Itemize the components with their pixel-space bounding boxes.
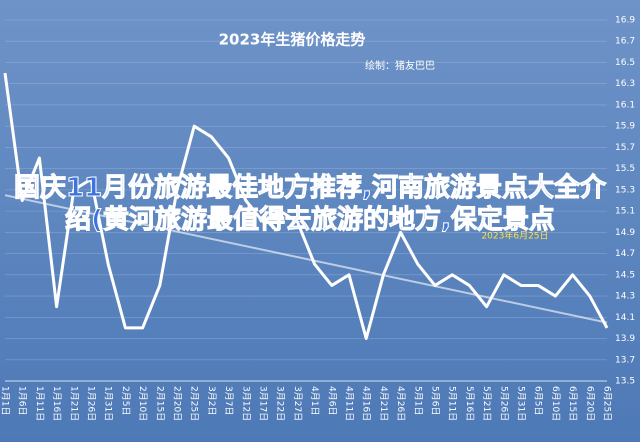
y-tick-label: 15.9 <box>615 122 635 132</box>
x-tick-label: 3月2日 <box>206 386 217 415</box>
x-tick-label: 6月5日 <box>533 386 544 415</box>
y-tick-label: 14.7 <box>615 249 635 259</box>
y-tick-label: 15.7 <box>615 143 635 153</box>
y-tick-label: 13.9 <box>615 334 635 344</box>
y-tick-label: 13.5 <box>615 377 635 387</box>
trend-line <box>4 194 608 324</box>
x-tick-label: 3月22日 <box>275 386 286 421</box>
x-tick-label: 3月27日 <box>292 386 303 421</box>
x-tick-label: 1月31日 <box>103 386 114 421</box>
y-tick-label: 14.9 <box>615 228 635 238</box>
x-tick-label: 5月31日 <box>516 386 527 421</box>
x-tick-label: 1月21日 <box>68 386 79 421</box>
x-tick-label: 6月10日 <box>550 386 561 421</box>
x-tick-label: 6月20日 <box>584 386 595 421</box>
overlay-text: 国庆11月份旅游最佳地方推荐,河南旅游景点大全介绍(黄河旅游最值得去旅游的地方,… <box>13 173 607 236</box>
x-tick-label: 1月6日 <box>17 386 28 415</box>
x-tick-label: 2月10日 <box>137 386 148 421</box>
y-tick-label: 16.3 <box>615 79 635 89</box>
x-tick-label: 1月11日 <box>34 386 45 421</box>
y-tick-label: 16.7 <box>615 37 635 47</box>
y-tick-label: 16.9 <box>615 16 635 26</box>
y-tick-label: 16.1 <box>615 100 635 110</box>
y-tick-label: 14.1 <box>615 313 635 323</box>
x-tick-label: 3月17日 <box>258 386 269 421</box>
price-line <box>3 72 609 341</box>
y-tick-label: 16.5 <box>615 58 635 68</box>
chart-subtitle: 绘制：猪友巴巴 <box>365 59 435 72</box>
x-tick-label: 5月16日 <box>464 386 475 421</box>
y-tick-label: 15.5 <box>615 164 635 174</box>
x-tick-label: 2月5日 <box>120 386 131 415</box>
x-tick-label: 4月21日 <box>378 386 389 421</box>
chart-title: 2023年生猪价格走势 <box>219 31 366 49</box>
x-tick-label: 5月26日 <box>498 386 509 421</box>
y-tick-label: 13.7 <box>615 355 635 365</box>
y-tick-label: 14.5 <box>615 270 635 280</box>
x-tick-label: 2月25日 <box>189 386 200 421</box>
x-tick-label: 4月6日 <box>326 386 337 415</box>
x-tick-label: 6月25日 <box>602 386 613 421</box>
x-tick-label: 4月11日 <box>344 386 355 421</box>
x-tick-label: 5月1日 <box>412 386 423 415</box>
x-tick-label: 1月26日 <box>86 386 97 421</box>
x-tick-label: 4月16日 <box>361 386 372 421</box>
x-tick-label: 4月1日 <box>309 386 320 415</box>
y-tick-label: 15.1 <box>615 207 635 217</box>
y-tick-label: 14.3 <box>615 292 635 302</box>
x-tick-label: 5月11日 <box>447 386 458 421</box>
x-tick-label: 2月20日 <box>172 386 183 421</box>
x-tick-label: 5月6日 <box>430 386 441 415</box>
x-tick-label: 3月7日 <box>223 386 234 415</box>
y-tick-label: 15.3 <box>615 185 635 195</box>
x-tick-label: 4月26日 <box>395 386 406 421</box>
annotation: 2023年6月25日 <box>481 230 548 242</box>
x-tick-label: 1月16日 <box>51 386 62 421</box>
x-tick-label: 2月15日 <box>154 386 165 421</box>
x-tick-label: 6月15日 <box>567 386 578 421</box>
x-tick-label: 1月1日 <box>0 386 11 415</box>
x-tick-label: 5月21日 <box>481 386 492 421</box>
x-tick-label: 3月12日 <box>240 386 251 421</box>
